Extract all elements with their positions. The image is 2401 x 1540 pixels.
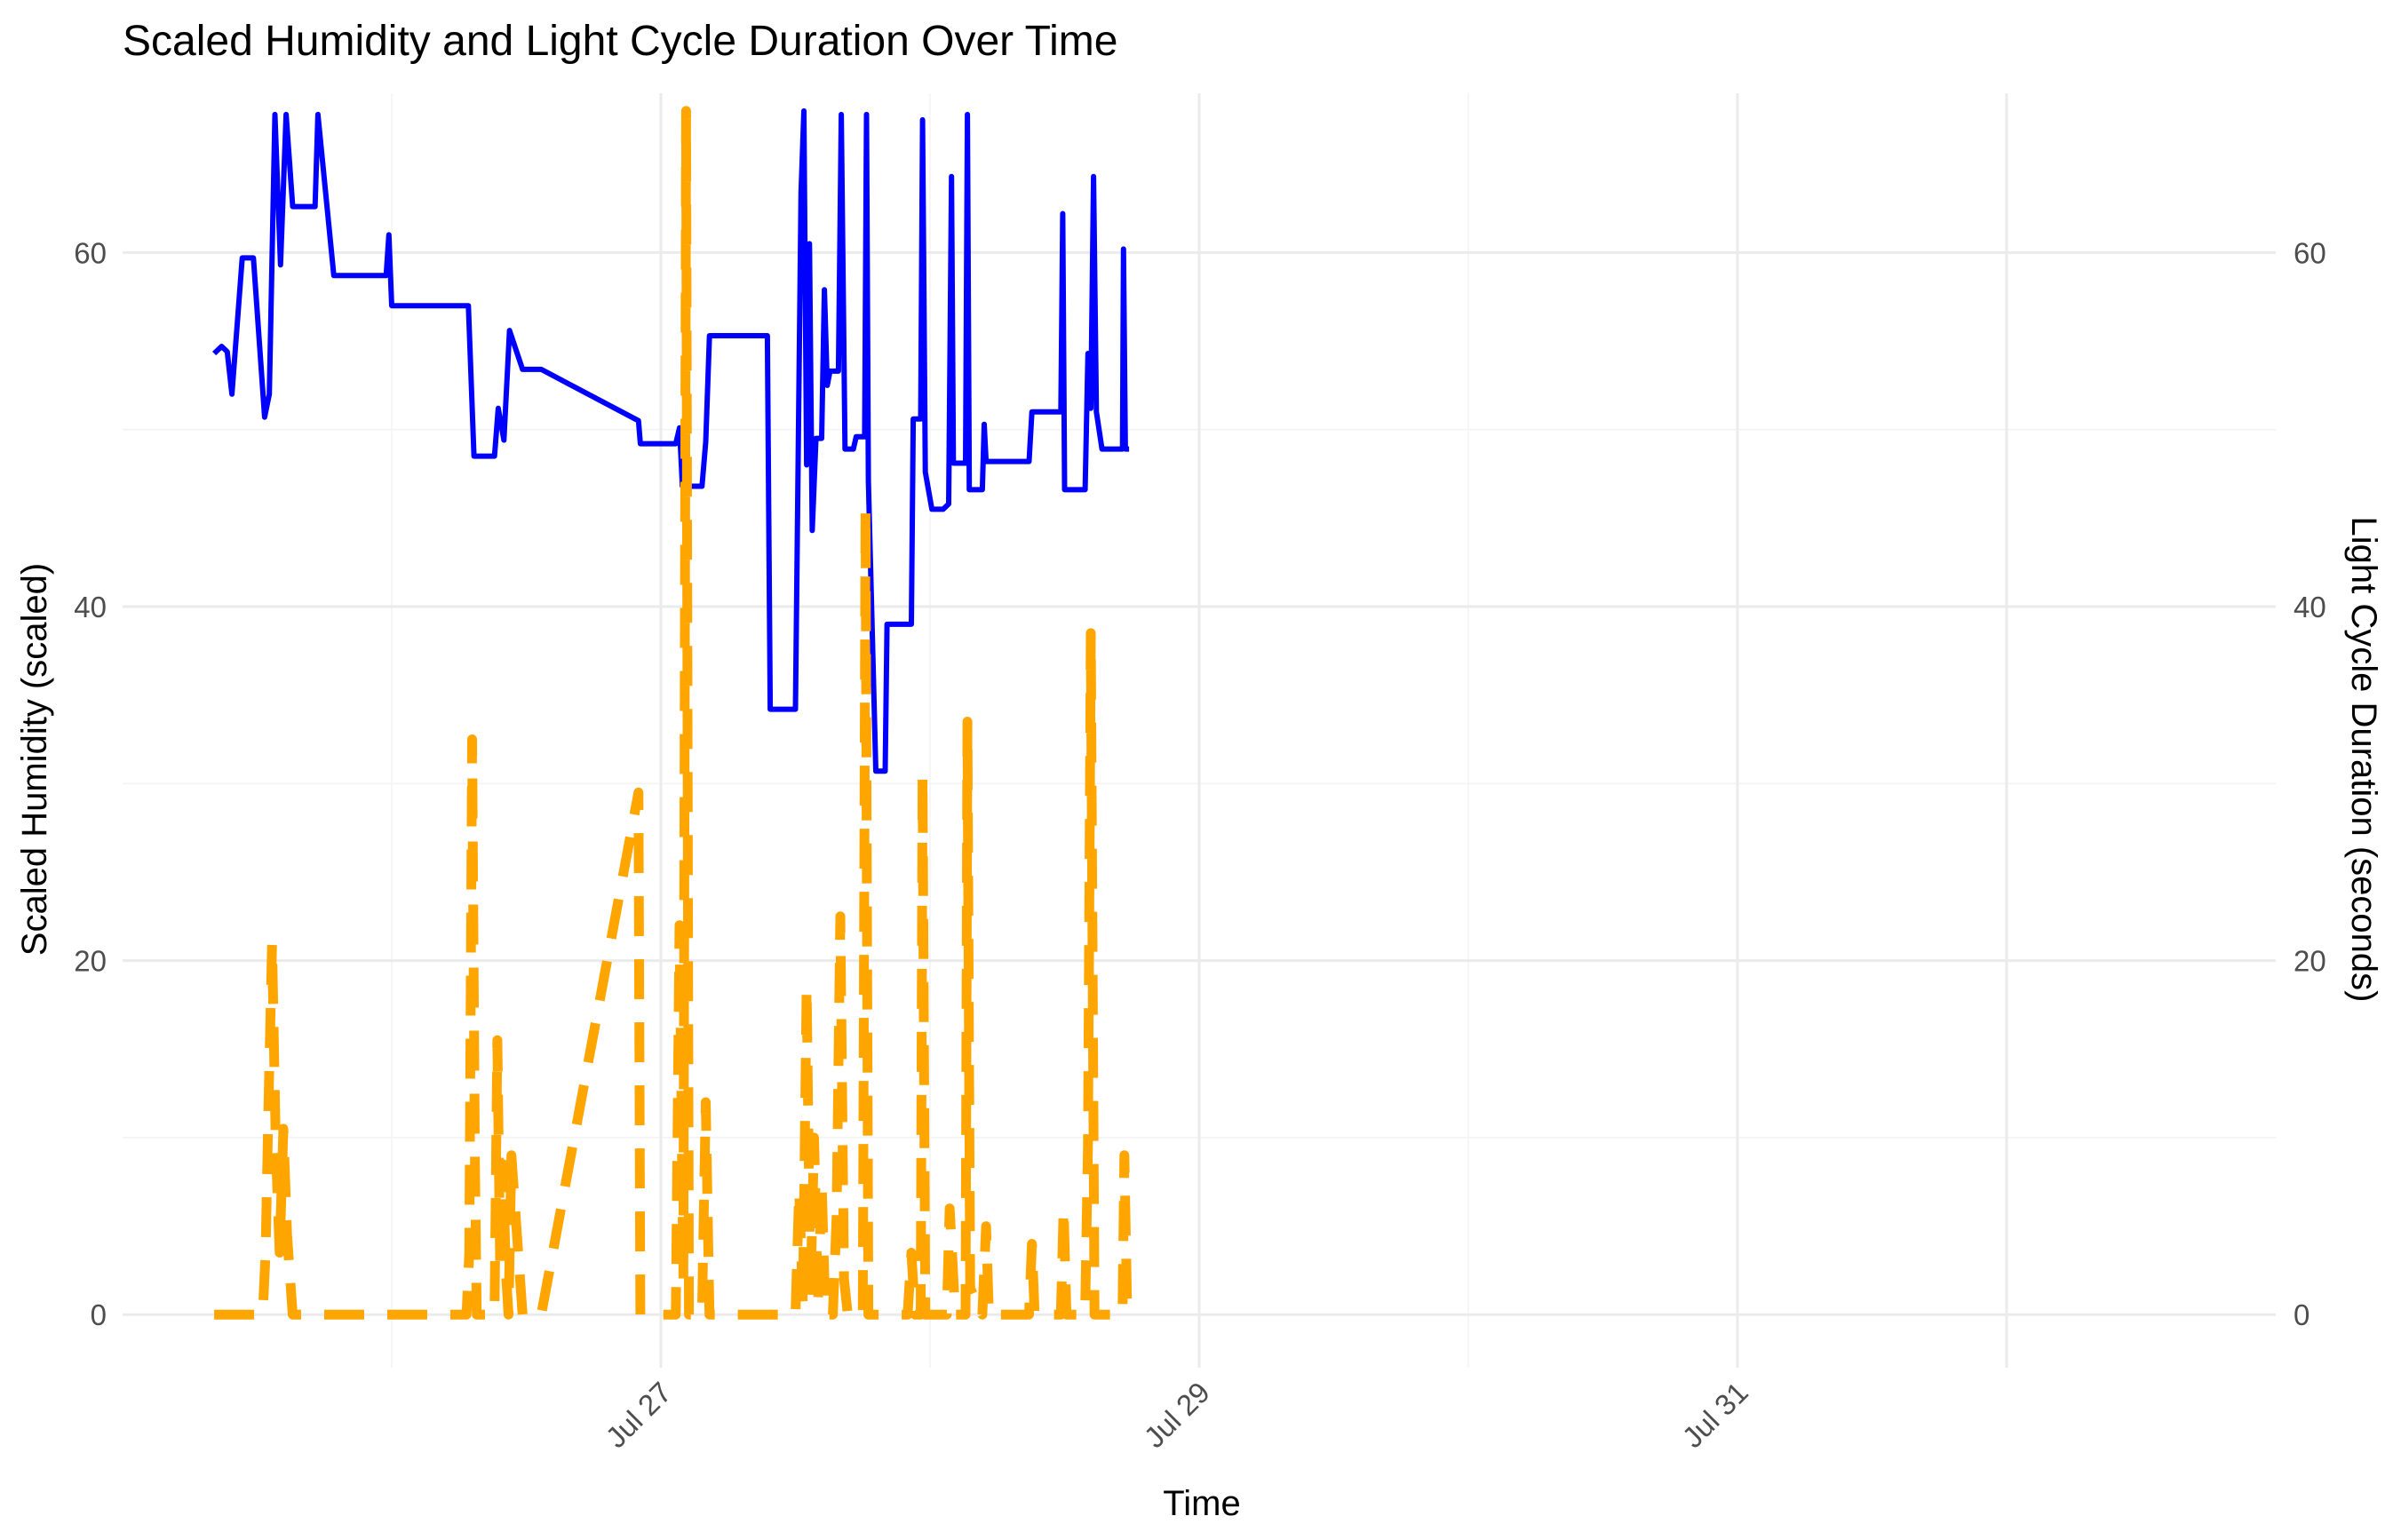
y-right-tick-label: 0 bbox=[2294, 1298, 2310, 1331]
x-tick-label: Jul 29 bbox=[1138, 1376, 1216, 1454]
y-left-tick-label: 40 bbox=[74, 591, 107, 623]
y-left-tick-label: 60 bbox=[74, 236, 107, 269]
chart-title: Scaled Humidity and Light Cycle Duration… bbox=[123, 18, 1117, 65]
right-y-axis-title: Light Cycle Duration (seconds) bbox=[2344, 517, 2383, 1003]
series-line-2 bbox=[214, 106, 1133, 1320]
x-tick-label: Jul 27 bbox=[600, 1376, 678, 1454]
series-line-1 bbox=[212, 107, 1130, 774]
y-left-tick-label: 20 bbox=[74, 945, 107, 978]
y-right-tick-label: 20 bbox=[2294, 945, 2326, 978]
series-layer bbox=[212, 106, 1133, 1320]
major-grid bbox=[123, 93, 2276, 1368]
y-right-tick-label: 60 bbox=[2294, 236, 2326, 269]
x-axis-title: Time bbox=[1163, 1484, 1240, 1523]
y-right-tick-label: 40 bbox=[2294, 591, 2326, 623]
left-y-axis-title: Scaled Humidity (scaled) bbox=[15, 563, 54, 956]
y-left-tick-label: 0 bbox=[91, 1298, 107, 1331]
x-tick-label: Jul 31 bbox=[1676, 1376, 1754, 1454]
